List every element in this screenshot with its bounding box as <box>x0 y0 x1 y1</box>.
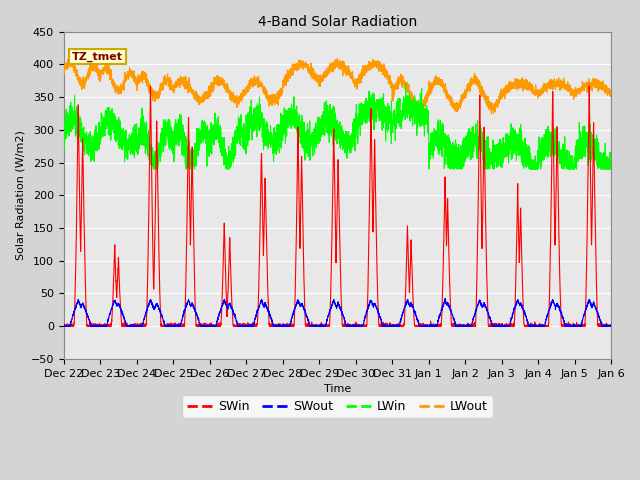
Text: TZ_tmet: TZ_tmet <box>72 51 123 61</box>
Legend: SWin, SWout, LWin, LWout: SWin, SWout, LWin, LWout <box>182 395 493 418</box>
X-axis label: Time: Time <box>324 384 351 394</box>
Y-axis label: Solar Radiation (W/m2): Solar Radiation (W/m2) <box>15 130 25 260</box>
Title: 4-Band Solar Radiation: 4-Band Solar Radiation <box>258 15 417 29</box>
